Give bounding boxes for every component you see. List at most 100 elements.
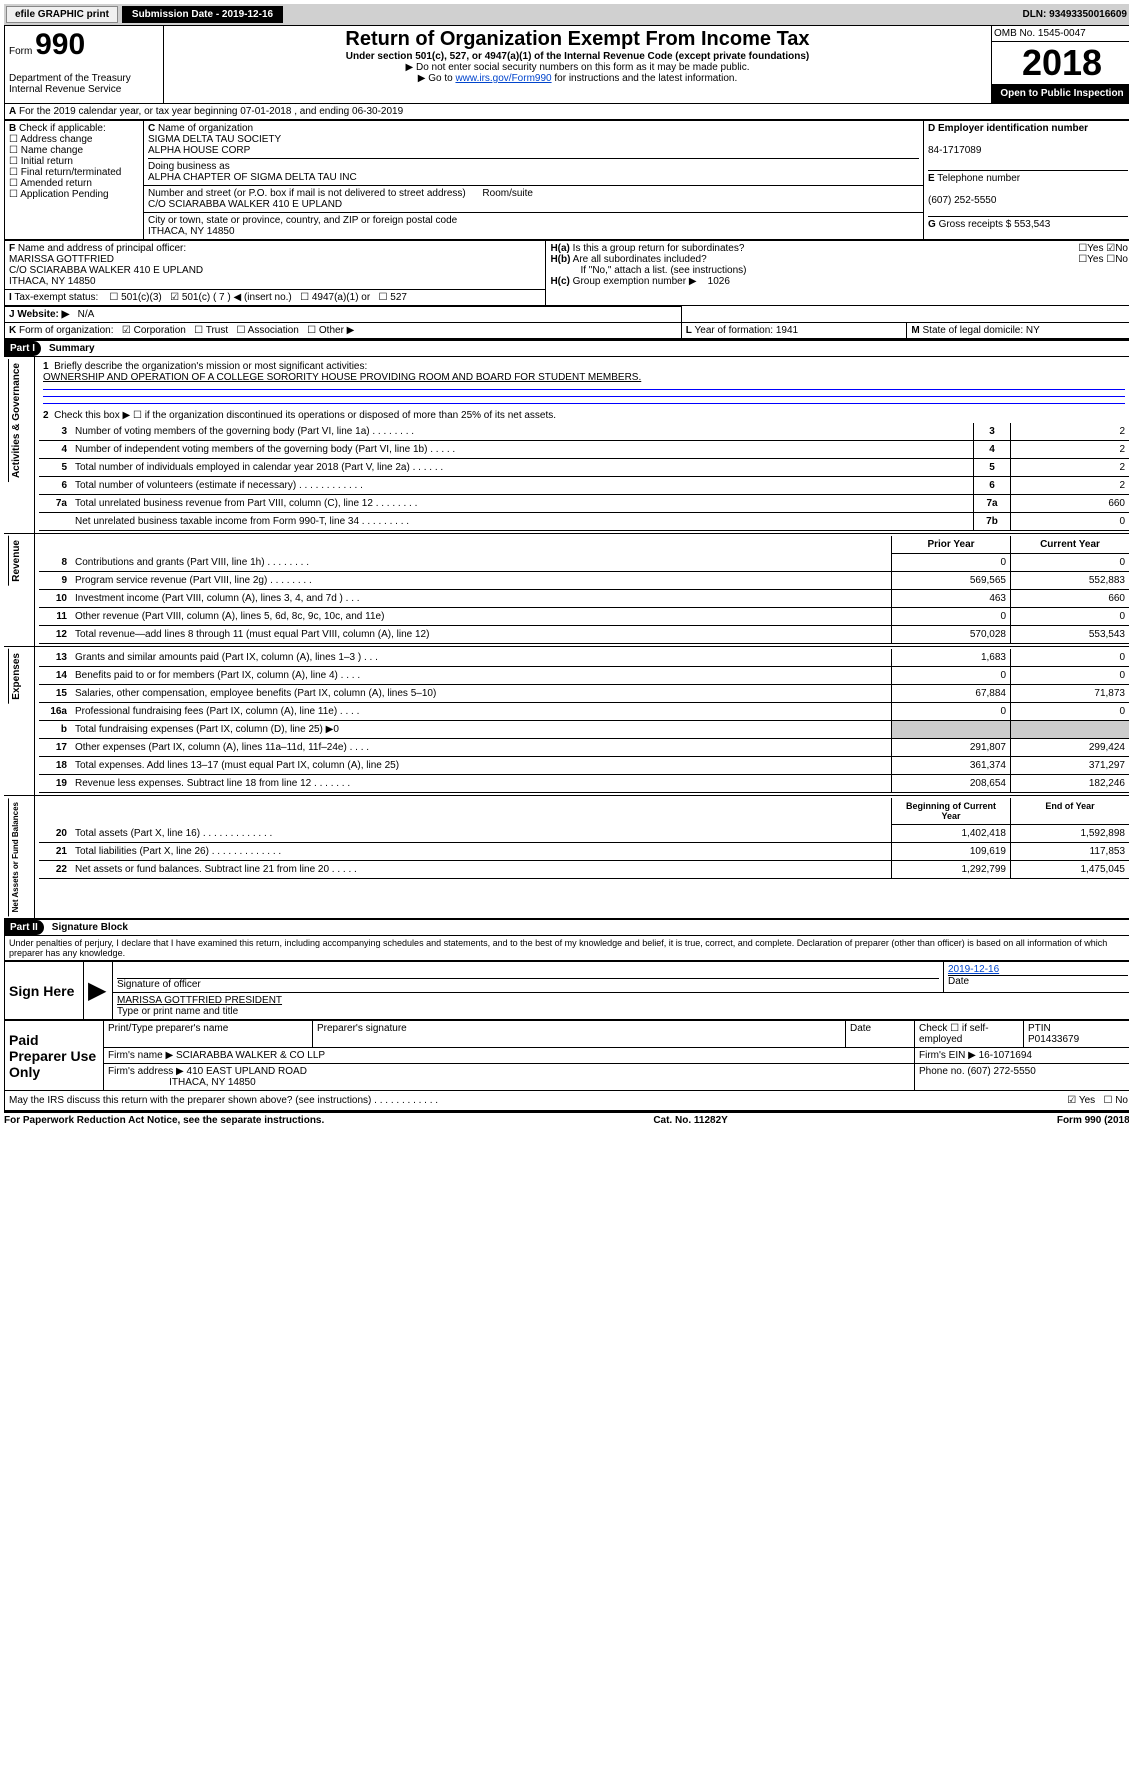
hc-label: Group exemption number ▶ bbox=[573, 276, 697, 287]
governance-lines-table: 3Number of voting members of the governi… bbox=[39, 423, 1129, 531]
tax-exempt-label: Tax-exempt status: bbox=[14, 292, 98, 303]
officer-name: MARISSA GOTTFRIED bbox=[9, 254, 114, 265]
sidebar-revenue: Revenue bbox=[8, 536, 24, 586]
officer-label: Name and address of principal officer: bbox=[18, 243, 186, 254]
officer-city: ITHACA, NY 14850 bbox=[9, 276, 96, 287]
perjury-statement: Under penalties of perjury, I declare th… bbox=[4, 936, 1129, 961]
website-label: Website: ▶ bbox=[17, 309, 69, 320]
chk-final[interactable]: ☐ Final return/terminated bbox=[9, 167, 121, 178]
website-value: N/A bbox=[78, 309, 95, 320]
prep-sig-label: Preparer's signature bbox=[313, 1021, 846, 1048]
jklm-table: J Website: ▶ N/A K Form of organization:… bbox=[4, 306, 1129, 339]
open-public-badge: Open to Public Inspection bbox=[992, 84, 1129, 103]
firm-name-label: Firm's name ▶ bbox=[108, 1050, 173, 1061]
form-label: Form bbox=[9, 46, 32, 57]
prep-name-label: Print/Type preparer's name bbox=[104, 1021, 313, 1048]
irs-label: Internal Revenue Service bbox=[9, 84, 121, 95]
ha-label: Is this a group return for subordinates? bbox=[573, 243, 745, 254]
sig-date: 2019-12-16 bbox=[948, 964, 999, 975]
domicile-label: State of legal domicile: bbox=[923, 325, 1024, 336]
room-label: Room/suite bbox=[482, 188, 533, 199]
city-label: City or town, state or province, country… bbox=[148, 215, 457, 226]
dba-value: ALPHA CHAPTER OF SIGMA DELTA TAU INC bbox=[148, 172, 357, 183]
chk-initial[interactable]: ☐ Initial return bbox=[9, 156, 73, 167]
domicile-value: NY bbox=[1026, 325, 1040, 336]
firm-addr: 410 EAST UPLAND ROAD bbox=[187, 1066, 307, 1077]
sidebar-netassets: Net Assets or Fund Balances bbox=[8, 798, 22, 916]
form-footer: For Paperwork Reduction Act Notice, see … bbox=[4, 1111, 1129, 1126]
ein-value: 84-1717089 bbox=[928, 145, 981, 156]
self-employed: Check ☐ if self-employed bbox=[915, 1021, 1024, 1048]
signature-table: Sign Here ▶ Signature of officer 2019-12… bbox=[4, 961, 1129, 1020]
hb-note: If "No," attach a list. (see instruction… bbox=[580, 265, 746, 276]
discuss-question: May the IRS discuss this return with the… bbox=[9, 1095, 438, 1106]
firm-addr-label: Firm's address ▶ bbox=[108, 1066, 184, 1077]
gross-receipts-value: 553,543 bbox=[1014, 219, 1050, 230]
dept-label: Department of the Treasury bbox=[9, 73, 131, 84]
sidebar-expenses: Expenses bbox=[8, 649, 24, 704]
form-version: Form 990 (2018) bbox=[1057, 1115, 1129, 1126]
ein-label: Employer identification number bbox=[938, 123, 1088, 134]
line2-text: Check this box ▶ ☐ if the organization d… bbox=[54, 410, 556, 421]
netassets-lines-table: Beginning of Current YearEnd of Year20To… bbox=[39, 798, 1129, 879]
submission-date-box: Submission Date - 2019-12-16 bbox=[122, 6, 283, 23]
mission-text: OWNERSHIP AND OPERATION OF A COLLEGE SOR… bbox=[43, 372, 641, 383]
officer-typed-name: MARISSA GOTTFRIED PRESIDENT bbox=[117, 995, 282, 1006]
year-formation-label: Year of formation: bbox=[695, 325, 774, 336]
preparer-table: Paid Preparer Use Only Print/Type prepar… bbox=[4, 1020, 1129, 1091]
cat-number: Cat. No. 11282Y bbox=[653, 1115, 727, 1126]
sign-here-label: Sign Here bbox=[5, 962, 84, 1020]
form-header-table: Form 990 Department of the Treasury Inte… bbox=[4, 25, 1129, 104]
revenue-lines-table: Prior YearCurrent Year8Contributions and… bbox=[39, 536, 1129, 644]
part1-body: Activities & Governance 1 Briefly descri… bbox=[4, 357, 1129, 918]
hb-label: Are all subordinates included? bbox=[573, 254, 707, 265]
form-subtitle: Under section 501(c), 527, or 4947(a)(1)… bbox=[168, 51, 987, 62]
part1-badge: Part I bbox=[4, 341, 41, 356]
addr-value: C/O SCIARABBA WALKER 410 E UPLAND bbox=[148, 199, 342, 210]
ptin-label: PTIN bbox=[1028, 1023, 1051, 1034]
prep-phone-label: Phone no. bbox=[919, 1066, 965, 1077]
phone-value: (607) 252-5550 bbox=[928, 195, 996, 206]
type-name-label: Type or print name and title bbox=[117, 1006, 238, 1017]
org-name-1: SIGMA DELTA TAU SOCIETY bbox=[148, 134, 281, 145]
signature-arrow-icon: ▶ bbox=[84, 962, 113, 1020]
part2-badge: Part II bbox=[4, 920, 44, 935]
fhij-table: F Name and address of principal officer:… bbox=[4, 240, 1129, 306]
city-value: ITHACA, NY 14850 bbox=[148, 226, 235, 237]
chk-address[interactable]: ☐ Address change bbox=[9, 134, 92, 145]
tax-year: 2018 bbox=[992, 42, 1129, 84]
sig-officer-label: Signature of officer bbox=[117, 979, 201, 990]
year-formation-value: 1941 bbox=[776, 325, 798, 336]
date-label: Date bbox=[948, 976, 969, 987]
expense-lines-table: 13Grants and similar amounts paid (Part … bbox=[39, 649, 1129, 793]
form-org-label: Form of organization: bbox=[19, 325, 114, 336]
identity-table: B Check if applicable: ☐ Address change … bbox=[4, 120, 1129, 240]
paid-preparer-label: Paid Preparer Use Only bbox=[5, 1021, 104, 1091]
prep-date-label: Date bbox=[846, 1021, 915, 1048]
tax-period: For the 2019 calendar year, or tax year … bbox=[19, 106, 403, 117]
firm-ein-label: Firm's EIN ▶ bbox=[919, 1050, 976, 1061]
org-name-label: Name of organization bbox=[158, 123, 253, 134]
check-if-label: Check if applicable: bbox=[19, 123, 106, 134]
sidebar-governance: Activities & Governance bbox=[8, 359, 24, 482]
efile-print-button[interactable]: efile GRAPHIC print bbox=[6, 6, 118, 23]
gross-receipts-label: Gross receipts $ bbox=[939, 219, 1012, 230]
firm-city: ITHACA, NY 14850 bbox=[169, 1077, 256, 1088]
ptin-value: P01433679 bbox=[1028, 1034, 1079, 1045]
instructions-link[interactable]: www.irs.gov/Form990 bbox=[455, 73, 551, 84]
addr-label: Number and street (or P.O. box if mail i… bbox=[148, 188, 466, 199]
part2-title: Signature Block bbox=[52, 922, 128, 933]
chk-amended[interactable]: ☐ Amended return bbox=[9, 178, 92, 189]
chk-name[interactable]: ☐ Name change bbox=[9, 145, 83, 156]
prep-phone: (607) 272-5550 bbox=[967, 1066, 1035, 1077]
form-title: Return of Organization Exempt From Incom… bbox=[168, 28, 987, 51]
top-toolbar: efile GRAPHIC print Submission Date - 20… bbox=[4, 4, 1129, 25]
org-name-2: ALPHA HOUSE CORP bbox=[148, 145, 250, 156]
dln-label: DLN: 93493350016609 bbox=[1022, 9, 1129, 20]
dba-label: Doing business as bbox=[148, 161, 230, 172]
paperwork-notice: For Paperwork Reduction Act Notice, see … bbox=[4, 1115, 324, 1126]
officer-addr: C/O SCIARABBA WALKER 410 E UPLAND bbox=[9, 265, 203, 276]
chk-pending[interactable]: ☐ Application Pending bbox=[9, 189, 109, 200]
form-number: 990 bbox=[35, 28, 85, 61]
warning-1: ▶ Do not enter social security numbers o… bbox=[168, 62, 987, 73]
